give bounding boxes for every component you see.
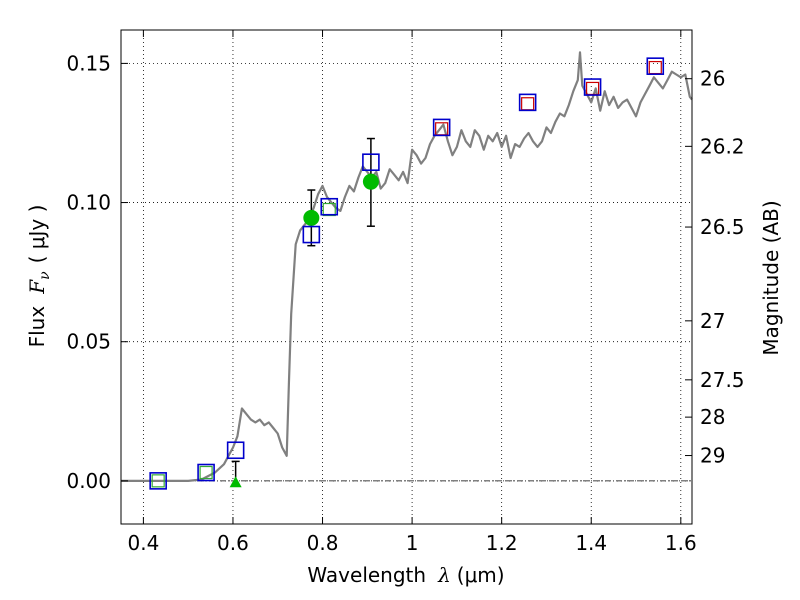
magnitude-tick-label: 27.5 (700, 368, 745, 392)
observed-photometry-marker (432, 118, 451, 137)
y-tick-label: 0.10 (66, 191, 111, 215)
grid-lines (121, 30, 692, 524)
y-axis-title-text: Flux (25, 306, 49, 348)
magnitude-axis-title: Magnitude (AB) (759, 200, 783, 355)
x-tick-label: 0.4 (127, 531, 159, 555)
observed-photometry-marker (197, 463, 215, 482)
model-spectrum (121, 51, 693, 482)
detection-marker (362, 173, 379, 190)
model-photometry-red-marker (648, 60, 662, 75)
y-tick-label: 0.05 (66, 330, 111, 354)
observed-photometry-marker (149, 472, 167, 490)
upper-limit-marker (229, 476, 242, 488)
plot-frame (120, 29, 693, 525)
x-axis-title-text: Wavelength (307, 563, 426, 587)
x-tick-label: 1 (406, 531, 419, 555)
magnitude-axis-ticks: 26 26.2 26.5 27 27.5 28 29 (685, 67, 745, 468)
detection-marker (303, 209, 320, 226)
y-axis-ticks: 0.00 0.05 0.10 0.15 (66, 51, 128, 493)
y-axis-title-subscript: ν (37, 271, 53, 280)
x-tick-label: 1.6 (665, 531, 697, 555)
observed-photometry-marker (226, 441, 245, 460)
x-tick-label: 1.4 (575, 531, 607, 555)
y-tick-label: 0.15 (66, 51, 111, 75)
observed-photometry-marker (646, 57, 665, 75)
magnitude-tick-label: 27 (700, 309, 725, 333)
magnitude-tick-label: 28 (700, 405, 725, 429)
model-photometry-green-marker (199, 465, 213, 480)
x-tick-label: 1.2 (486, 531, 518, 555)
model-photometry-green-marker (151, 474, 165, 488)
observed-photometry-marker (362, 153, 380, 171)
observed-photometry-marker (583, 78, 602, 96)
x-axis-title-unit: (μm) (457, 563, 505, 587)
model-photometry-red-marker (521, 97, 535, 111)
y-tick-label: 0.00 (66, 469, 111, 493)
x-axis-title-symbol: λ (437, 563, 451, 587)
magnitude-tick-label: 26.5 (700, 215, 745, 239)
observed-photometry-marker (518, 93, 537, 112)
model-spectrum-line (121, 51, 693, 482)
y-axis-title-unit: ( μJy ) (25, 205, 49, 264)
x-axis-title: Wavelength λ (μm) (307, 563, 504, 587)
observed-photometry-marker (302, 225, 321, 244)
magnitude-tick-label: 26.2 (700, 134, 745, 158)
observed-photometry-marker (320, 197, 339, 216)
x-tick-label: 0.8 (307, 531, 339, 555)
x-tick-label: 0.6 (217, 531, 249, 555)
magnitude-tick-label: 26 (700, 67, 725, 91)
y-axis-title-symbol: F (25, 279, 49, 295)
photometry-points (149, 57, 665, 490)
x-axis-ticks: 0.4 0.6 0.8 1 1.2 1.4 1.6 (127, 30, 697, 555)
y-axis-title: Flux Fν ( μJy ) (25, 205, 53, 348)
magnitude-tick-label: 29 (700, 444, 725, 468)
